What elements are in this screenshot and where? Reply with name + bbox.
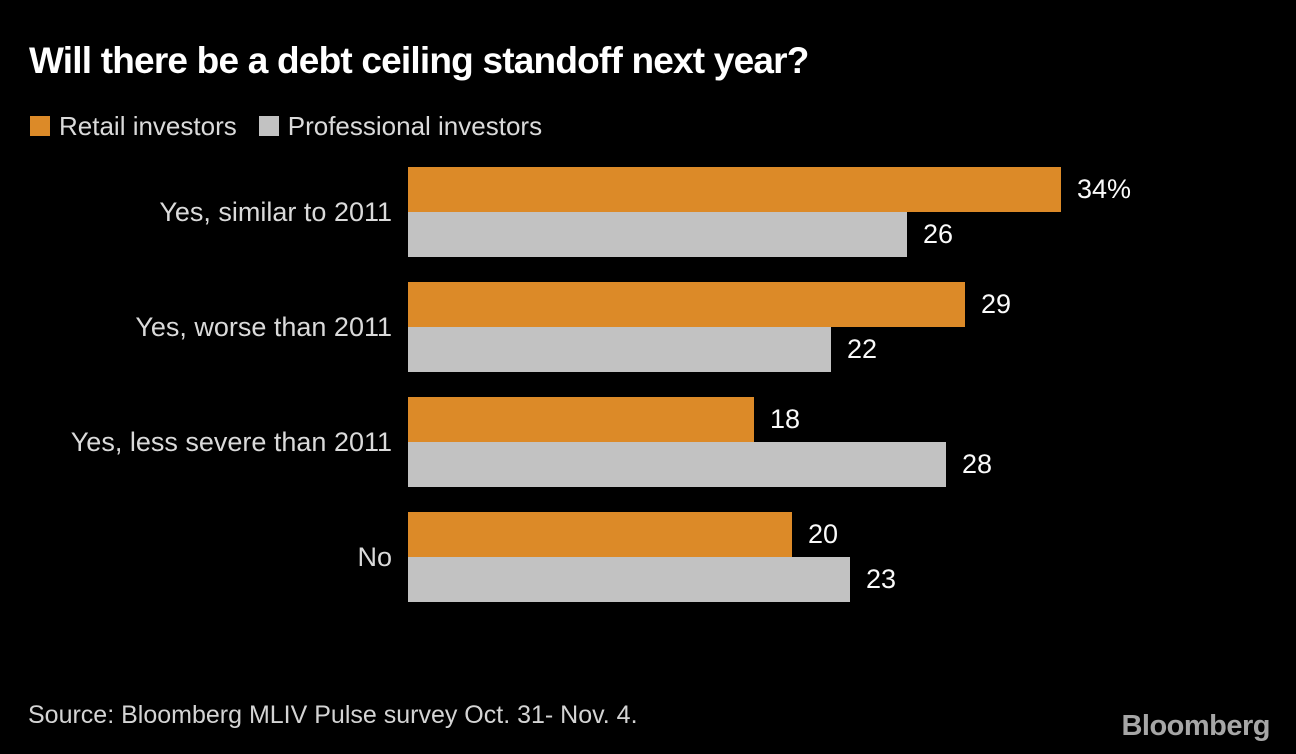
- bar-row: 18: [408, 397, 992, 442]
- bar-professional-investors: [408, 212, 907, 257]
- bar-value-label: 29: [981, 289, 1012, 319]
- bar-row: 29: [408, 282, 1011, 327]
- legend-item-professional: Professional investors: [258, 110, 543, 142]
- legend: Retail investors Professional investors: [30, 110, 543, 142]
- plot-area: Yes, similar to 2011 34% 26 Yes, worse than…: [0, 167, 1296, 607]
- bar-retail-investors: [408, 512, 792, 557]
- legend-label-retail: Retail investors: [59, 110, 237, 141]
- bar-value-label: 28: [962, 449, 993, 479]
- bar-stack: 20 23: [408, 512, 896, 602]
- bar-stack: 34% 26: [408, 167, 1131, 257]
- bar-retail-investors: [408, 397, 754, 442]
- bar-retail-investors: [408, 167, 1061, 212]
- bar-value-label: 23: [866, 564, 897, 594]
- category-label: Yes, less severe than 2011: [70, 427, 392, 457]
- category-label: Yes, similar to 2011: [159, 197, 392, 227]
- bar-professional-investors: [408, 557, 850, 602]
- legend-swatch-retail: [30, 116, 50, 136]
- bar-row: 20: [408, 512, 896, 557]
- chart-title: Will there be a debt ceiling standoff ne…: [29, 40, 809, 81]
- bar-stack: 29 22: [408, 282, 1011, 372]
- category-label: Yes, worse than 2011: [135, 312, 392, 342]
- legend-swatch-professional: [258, 116, 279, 136]
- category-label: No: [357, 542, 392, 572]
- bar-row: 22: [408, 327, 1011, 372]
- bar-value-label: 34%: [1077, 174, 1132, 204]
- bar-value-label: 22: [847, 334, 878, 364]
- bar-value-label: 20: [808, 519, 839, 549]
- bloomberg-logo: Bloomberg: [1121, 710, 1270, 742]
- bar-group: Yes, worse than 2011 29 22: [0, 282, 1296, 372]
- bar-group: Yes, less severe than 2011 18 28: [0, 397, 1296, 487]
- bar-row: 34%: [408, 167, 1131, 212]
- legend-label-professional: Professional investors: [287, 110, 543, 141]
- bar-value-label: 18: [770, 404, 801, 434]
- bar-stack: 18 28: [408, 397, 992, 487]
- legend-item-retail: Retail investors: [30, 111, 237, 142]
- bar-professional-investors: [408, 442, 946, 487]
- bar-retail-investors: [408, 282, 965, 327]
- bar-professional-investors: [408, 327, 831, 372]
- source-note: Source: Bloomberg MLIV Pulse survey Oct.…: [28, 701, 638, 729]
- bar-value-label: 26: [923, 219, 954, 249]
- bar-group: Yes, similar to 2011 34% 26: [0, 167, 1296, 257]
- bar-row: 26: [408, 212, 1131, 257]
- bar-row: 28: [408, 442, 992, 487]
- bar-group: No 20 23: [0, 512, 1296, 602]
- bar-row: 23: [408, 557, 896, 602]
